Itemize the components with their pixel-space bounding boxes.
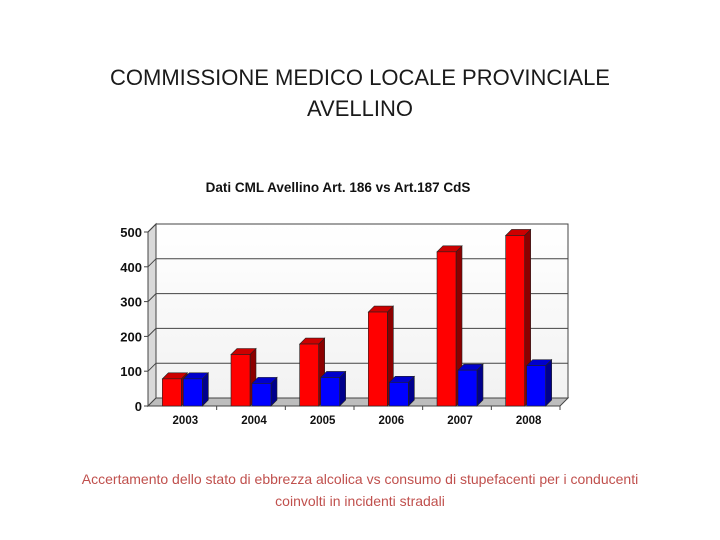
slide-title: COMMISSIONE MEDICO LOCALE PROVINCIALE AV… xyxy=(60,62,660,124)
gridline-side xyxy=(147,328,157,337)
bar xyxy=(505,235,525,407)
bar xyxy=(162,378,182,407)
y-tick-label: 400 xyxy=(120,260,142,275)
slide-title-line-1: COMMISSIONE MEDICO LOCALE PROVINCIALE xyxy=(110,65,610,90)
bar xyxy=(526,365,546,407)
caption-line-1: Accertamento dello stato di ebbrezza alc… xyxy=(81,471,639,487)
slide-title-line-2: AVELLINO xyxy=(307,96,413,121)
x-tick-label: 2006 xyxy=(379,415,405,427)
x-tick-label: 2008 xyxy=(516,415,542,427)
x-tick-label: 2005 xyxy=(310,415,336,427)
slide-caption: Accertamento dello stato di ebbrezza alc… xyxy=(20,468,700,512)
chart-floor xyxy=(146,397,570,407)
chart-back-wall xyxy=(155,223,569,399)
y-tick-label: 500 xyxy=(120,225,142,240)
x-tick-label: 2004 xyxy=(241,415,267,427)
y-tick-label: 0 xyxy=(135,399,142,414)
bar xyxy=(230,354,251,407)
bar xyxy=(320,377,340,407)
bar xyxy=(299,343,319,407)
chart-side-wall xyxy=(147,222,157,408)
y-tick-label: 300 xyxy=(120,295,142,310)
bar-chart: Dati CML Avellino Art. 186 vs Art.187 Cd… xyxy=(120,180,570,427)
gridline-side xyxy=(147,362,157,372)
caption-line-2: coinvolti in incidenti stradali xyxy=(275,493,445,509)
x-tick-label: 2003 xyxy=(173,415,199,427)
bar xyxy=(457,369,478,407)
gridline-side xyxy=(147,293,157,302)
bar xyxy=(436,251,457,407)
chart-title: Dati CML Avellino Art. 186 vs Art.187 Cd… xyxy=(206,180,471,195)
y-tick-label: 200 xyxy=(120,329,142,344)
y-tick-label: 100 xyxy=(120,364,142,379)
bar xyxy=(389,382,409,407)
bar-side xyxy=(476,363,484,407)
gridline-side xyxy=(147,223,157,233)
x-tick-label: 2007 xyxy=(447,415,473,427)
bar xyxy=(368,311,388,407)
bar xyxy=(251,383,272,407)
bar-side xyxy=(545,358,552,407)
bar xyxy=(183,378,203,407)
gridline-side xyxy=(147,258,157,268)
